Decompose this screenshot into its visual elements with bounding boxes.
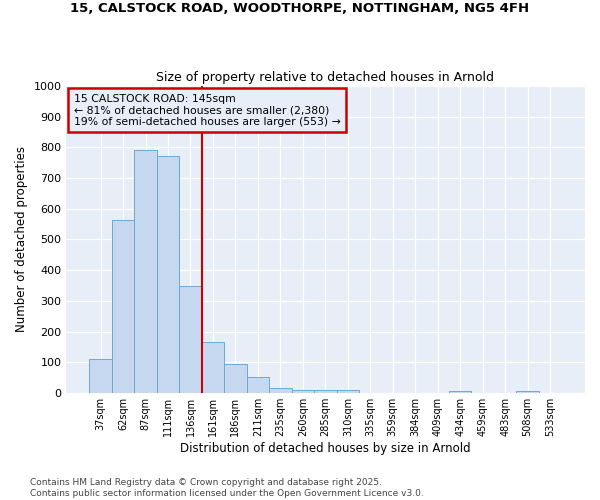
Bar (112, 220, 134, 393)
Text: 15 CALSTOCK ROAD: 145sqm
← 81% of detached houses are smaller (2,380)
19% of sem: 15 CALSTOCK ROAD: 145sqm ← 81% of detach… (74, 94, 340, 127)
Bar (314, 390, 337, 393)
Bar (179, 286, 202, 393)
Bar (89, 358, 112, 393)
Bar (292, 390, 314, 393)
X-axis label: Distribution of detached houses by size in Arnold: Distribution of detached houses by size … (180, 442, 470, 455)
Bar (247, 377, 269, 393)
Bar (269, 388, 292, 393)
Bar (134, 150, 157, 393)
Bar (157, 156, 179, 393)
Bar (449, 391, 472, 393)
Bar (202, 342, 224, 393)
Text: 15, CALSTOCK ROAD, WOODTHORPE, NOTTINGHAM, NG5 4FH: 15, CALSTOCK ROAD, WOODTHORPE, NOTTINGHA… (70, 2, 530, 16)
Bar (337, 390, 359, 393)
Text: Contains HM Land Registry data © Crown copyright and database right 2025.
Contai: Contains HM Land Registry data © Crown c… (30, 478, 424, 498)
Y-axis label: Number of detached properties: Number of detached properties (15, 146, 28, 332)
Bar (224, 364, 247, 393)
Title: Size of property relative to detached houses in Arnold: Size of property relative to detached ho… (157, 70, 494, 84)
Bar (517, 391, 539, 393)
